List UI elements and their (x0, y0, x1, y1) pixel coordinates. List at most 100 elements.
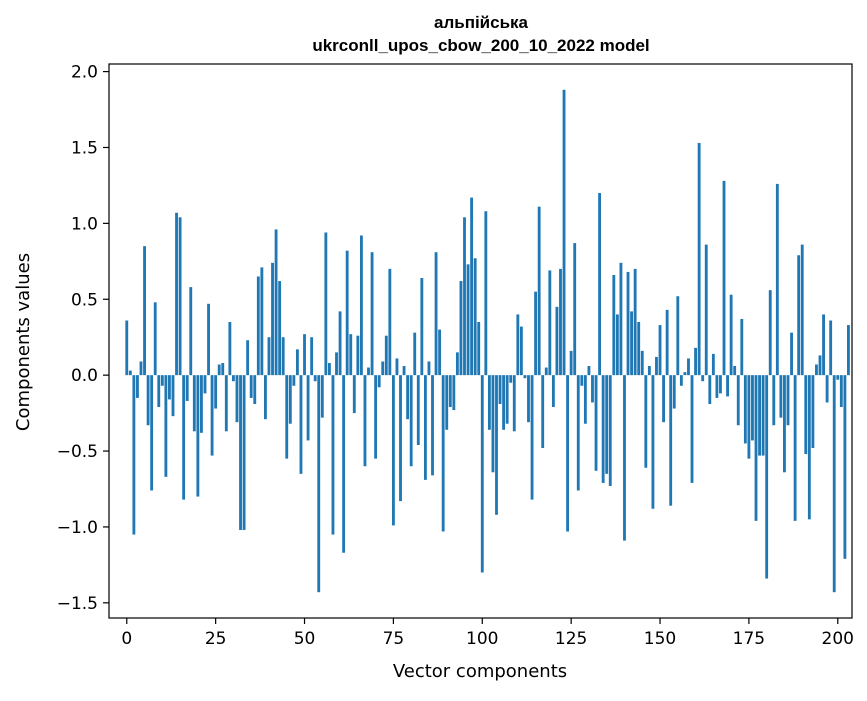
bar (747, 375, 751, 459)
bar (491, 375, 495, 473)
bar (363, 375, 367, 467)
bar (232, 375, 235, 382)
bar (743, 375, 747, 444)
bar (249, 375, 253, 398)
bar (530, 375, 534, 500)
y-tick-label: 1.0 (71, 214, 98, 234)
bar (345, 250, 349, 376)
bar (359, 235, 363, 376)
bar (317, 375, 321, 593)
bar (427, 361, 431, 376)
bar (253, 375, 257, 404)
bar (434, 252, 438, 376)
bar (221, 363, 225, 376)
bar (452, 375, 456, 411)
bar (822, 314, 825, 376)
bar (651, 375, 655, 509)
bar (690, 375, 694, 483)
bar (612, 274, 616, 376)
bar (655, 356, 658, 376)
bar (217, 364, 221, 376)
bar (306, 375, 310, 441)
bar (409, 375, 413, 467)
bar (470, 197, 474, 376)
y-axis-ticks: −1.5 −1.0 −0.5 0.0 0.5 1.0 1.5 2.0 (57, 63, 109, 614)
bar (274, 229, 278, 376)
bar (487, 375, 491, 430)
bar (463, 217, 466, 376)
y-tick-label: −0.5 (57, 442, 98, 462)
x-axis-label: Vector components (393, 661, 567, 682)
bar (704, 244, 708, 376)
bar (438, 329, 442, 376)
bar (583, 375, 587, 424)
bar (356, 335, 360, 376)
bar (701, 375, 705, 382)
bar (178, 217, 182, 376)
bar (228, 322, 232, 376)
bar (779, 375, 783, 418)
bar (153, 302, 157, 376)
bar (765, 375, 769, 579)
bar (754, 375, 758, 521)
bar (143, 246, 146, 376)
bar (637, 322, 641, 376)
bar (239, 375, 242, 530)
bar (128, 370, 132, 376)
bar (726, 375, 729, 397)
bar (548, 270, 552, 376)
x-tick-label: 175 (733, 629, 765, 649)
bar (224, 375, 228, 432)
chart-title-line-1: альпійська (434, 13, 529, 32)
bar (736, 375, 740, 426)
bar (619, 262, 623, 376)
bar (264, 375, 267, 420)
bar (146, 375, 150, 426)
bar (566, 375, 570, 532)
bar (598, 193, 602, 376)
bar (761, 375, 765, 456)
bar (601, 375, 605, 483)
bar (832, 375, 836, 593)
bar (605, 375, 609, 474)
x-tick-label: 25 (205, 629, 227, 649)
bar (164, 375, 168, 477)
bar (303, 334, 306, 376)
bars-group (125, 89, 850, 593)
bar (150, 375, 154, 491)
bar (246, 340, 250, 376)
bar (786, 375, 790, 426)
bar (715, 375, 719, 398)
bar (523, 375, 527, 379)
bar (235, 375, 239, 423)
bar (388, 268, 392, 376)
bar (342, 375, 346, 553)
bar (256, 276, 260, 376)
bar (175, 212, 178, 376)
bar (740, 318, 744, 376)
bar (459, 281, 463, 376)
bar (807, 375, 811, 520)
bar (658, 325, 662, 376)
bar (623, 375, 626, 541)
bar (793, 375, 797, 521)
bar (644, 375, 648, 468)
bar (416, 375, 420, 445)
bar (839, 375, 843, 408)
bar (466, 264, 470, 376)
bar (505, 375, 509, 424)
bar (647, 366, 651, 376)
bar (420, 278, 424, 376)
bar (384, 335, 388, 376)
bar (843, 375, 847, 559)
bar (562, 89, 566, 376)
bar (125, 320, 129, 376)
bar (310, 337, 314, 376)
bar (683, 372, 687, 376)
bar (196, 375, 200, 497)
bar (665, 309, 669, 376)
bar (185, 375, 189, 401)
bar (285, 375, 289, 459)
bar (200, 375, 203, 433)
